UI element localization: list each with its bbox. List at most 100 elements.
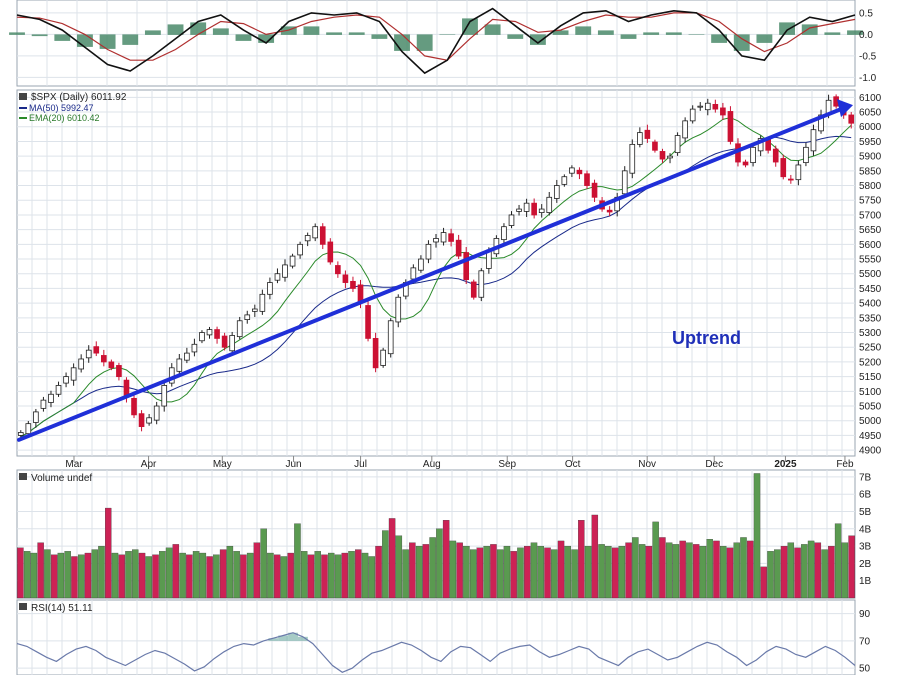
y-tick-label: 50 xyxy=(859,664,871,675)
candle-body xyxy=(433,238,439,243)
macd-histogram-bar xyxy=(507,34,524,39)
candle-body xyxy=(191,343,198,353)
volume-bar xyxy=(186,554,193,599)
volume-bar xyxy=(740,537,747,599)
volume-bar xyxy=(388,518,396,599)
volume-bar xyxy=(625,542,632,599)
macd-histogram-bar xyxy=(303,26,320,35)
volume-bar xyxy=(159,551,166,599)
candle-body xyxy=(236,320,243,338)
candle-body xyxy=(176,358,183,372)
volume-bar xyxy=(530,542,538,599)
candle-body xyxy=(659,151,666,160)
y-tick-label: 5900 xyxy=(859,152,882,163)
volume-bar xyxy=(774,549,781,599)
macd-histogram-bar xyxy=(99,34,116,49)
x-tick-label: Nov xyxy=(638,459,656,470)
macd-histogram-bar xyxy=(597,30,614,35)
y-tick-label: 4950 xyxy=(859,431,882,442)
macd-histogram-bar xyxy=(54,34,71,41)
candle-body xyxy=(214,329,220,339)
ema20-line xyxy=(20,117,852,438)
candle-body xyxy=(516,208,522,212)
x-tick-label: May xyxy=(213,459,232,470)
candle-body xyxy=(78,358,84,370)
x-tick-label: Feb xyxy=(836,459,854,470)
volume-bar xyxy=(848,535,855,599)
y-tick-label: 5000 xyxy=(859,416,882,427)
candle-body xyxy=(553,185,560,199)
macd-histogram-bar xyxy=(824,32,841,35)
volume-bar xyxy=(834,523,842,599)
y-tick-label: 6050 xyxy=(859,108,882,119)
candle-body xyxy=(591,182,598,198)
y-tick-label: 5150 xyxy=(859,372,882,383)
volume-bar xyxy=(476,547,484,599)
volume-bar xyxy=(199,552,207,599)
candle-body xyxy=(55,385,62,395)
candle-body xyxy=(101,355,107,363)
candle-body xyxy=(17,432,24,436)
candle-body xyxy=(387,320,394,355)
candle-body xyxy=(720,107,726,116)
rsi-overbought-fill xyxy=(297,636,308,641)
candle-body xyxy=(229,335,235,352)
y-tick-label: -1.0 xyxy=(859,73,877,84)
candle-body xyxy=(584,173,590,186)
y-tick-label: 5500 xyxy=(859,269,882,280)
volume-bar xyxy=(483,545,490,599)
volume-bar xyxy=(355,549,362,599)
volume-bar xyxy=(551,549,558,599)
ma50-legend: MA(50) 5992.47 xyxy=(29,103,94,113)
volume-bar xyxy=(125,551,132,599)
volume-bar xyxy=(91,549,98,599)
candle-body xyxy=(470,281,477,298)
y-tick-label: 0.5 xyxy=(859,8,873,19)
volume-title: Volume undef xyxy=(31,473,92,484)
y-tick-label: 5300 xyxy=(859,328,882,339)
macd-histogram-bar xyxy=(416,34,433,51)
y-tick-label: 6B xyxy=(859,490,872,501)
candle-body xyxy=(153,405,160,421)
volume-bar xyxy=(50,554,58,599)
volume-bar xyxy=(118,554,125,599)
volume-bar xyxy=(449,540,457,599)
candle-body xyxy=(63,376,69,384)
candle-body xyxy=(410,267,417,280)
candle-body xyxy=(335,265,341,275)
candle-body xyxy=(788,178,794,181)
volume-bar xyxy=(132,549,139,599)
volume-bar xyxy=(246,552,254,599)
volume-bar xyxy=(98,545,105,599)
volume-bar xyxy=(442,520,450,599)
y-tick-label: 5400 xyxy=(859,299,882,310)
volume-bar xyxy=(726,547,734,599)
candle-body xyxy=(33,411,39,423)
candle-body xyxy=(395,296,402,323)
volume-bar xyxy=(37,542,44,599)
candle-body xyxy=(70,367,77,381)
volume-bar xyxy=(578,520,585,599)
volume-bar xyxy=(794,547,801,599)
volume-bar xyxy=(753,473,761,599)
x-tick-label: Jun xyxy=(285,459,301,470)
volume-bar xyxy=(814,542,822,599)
rsi-title: RSI(14) 51.11 xyxy=(31,603,93,614)
volume-bar xyxy=(165,547,173,599)
volume-bar xyxy=(436,528,443,599)
volume-bar xyxy=(395,535,403,599)
candle-body xyxy=(697,105,704,108)
volume-bar xyxy=(564,545,572,599)
rsi-line xyxy=(16,632,856,673)
price-title: $SPX (Daily) 6011.92 xyxy=(31,92,127,103)
volume-bar xyxy=(801,544,808,599)
y-tick-label: 6000 xyxy=(859,122,882,133)
y-tick-label: 5950 xyxy=(859,137,882,148)
volume-bar xyxy=(510,551,517,599)
candle-body xyxy=(380,349,386,366)
candle-body xyxy=(312,226,319,239)
macd-histogram-bar xyxy=(348,32,365,35)
x-tick-label: Oct xyxy=(565,459,581,470)
volume-bar xyxy=(537,545,544,599)
volume-bar xyxy=(267,552,274,599)
